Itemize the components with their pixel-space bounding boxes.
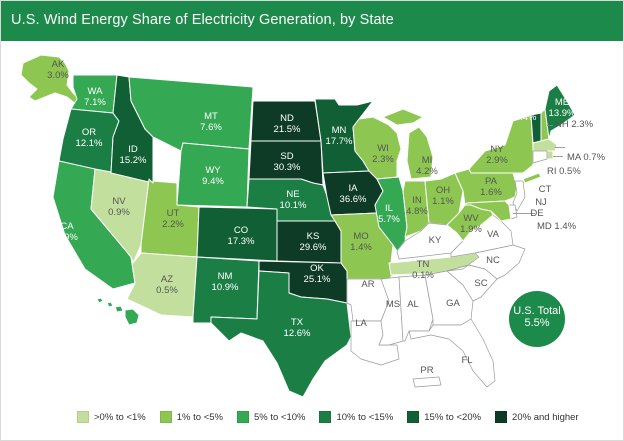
state-WY[interactable]	[176, 142, 250, 208]
legend: >0% to <1% 1% to <5% 5% to <10% 10% to <…	[77, 410, 593, 424]
state-label-MI: MI 4.2%	[416, 155, 438, 177]
state-label-WA: WA 7.1%	[84, 86, 106, 108]
state-RI[interactable]	[546, 150, 554, 160]
legend-swatch	[319, 411, 332, 423]
legend-swatch	[77, 411, 89, 423]
state-label-AK: AK 3.0%	[47, 59, 69, 81]
state-label-MT: MT 7.6%	[200, 111, 222, 133]
us-total-value: 5.5%	[524, 317, 550, 329]
us-total-label: U.S. Total	[513, 305, 561, 317]
legend-item: 5% to <10%	[236, 411, 306, 423]
state-label-NJ: NJ	[535, 197, 547, 208]
state-label-AL: AL	[407, 299, 419, 310]
state-label-NH: NH 2.3%	[555, 119, 594, 130]
state-label-NE: NE 10.1%	[280, 189, 307, 211]
legend-label: >0% to <1%	[94, 411, 146, 423]
state-label-FL: FL	[461, 355, 472, 366]
state-MA[interactable]	[532, 138, 558, 152]
state-label-AZ: AZ 0.5%	[156, 274, 178, 296]
state-label-OH: OH 1.1%	[432, 185, 454, 207]
leader-line-MD	[513, 213, 535, 214]
state-label-ID: ID 15.2%	[120, 144, 147, 166]
header-bar: U.S. Wind Energy Share of Electricity Ge…	[1, 1, 623, 41]
state-CT[interactable]	[532, 150, 548, 164]
state-label-CO: CO 17.3%	[228, 225, 255, 247]
map-title: U.S. Wind Energy Share of Electricity Ge…	[11, 12, 394, 28]
state-label-MS: MS	[386, 299, 400, 310]
state-label-NM: NM 10.9%	[212, 271, 239, 293]
state-FL[interactable]	[408, 318, 496, 388]
state-label-UT: UT 2.2%	[162, 208, 184, 230]
state-UT[interactable]	[140, 178, 200, 258]
state-HI[interactable]	[96, 297, 140, 326]
state-label-OK: OK 25.1%	[304, 263, 331, 285]
legend-item: 20% and higher	[495, 411, 579, 423]
state-label-IA: IA 36.6%	[340, 183, 367, 205]
state-label-KY: KY	[429, 235, 442, 246]
leader-line-MA	[555, 147, 565, 148]
legend-swatch	[159, 411, 172, 423]
state-NJ[interactable]	[512, 180, 526, 212]
legend-item: 1% to <5%	[159, 411, 223, 423]
state-label-DE: DE	[530, 208, 543, 219]
state-label-CT: CT	[539, 184, 552, 195]
state-label-NY: NY 2.9%	[486, 144, 508, 166]
state-label-IL: IL 5.7%	[378, 203, 400, 225]
state-label-ND: ND 21.5%	[274, 113, 301, 135]
state-label-CA: CA 6.9%	[56, 221, 78, 243]
state-label-IN: IN 4.8%	[406, 195, 428, 217]
legend-label: 15% to <20%	[424, 411, 482, 423]
state-label-OR: OR 12.1%	[76, 127, 103, 149]
state-label-ME: ME 13.9%	[549, 97, 576, 119]
state-label-MA: MA 0.7%	[567, 152, 606, 163]
state-label-VA: VA	[487, 229, 500, 240]
territory-PR[interactable]	[412, 376, 442, 388]
state-label-HI: HI 6.7%	[96, 311, 118, 333]
us-total-badge: U.S. Total 5.5%	[509, 291, 565, 347]
legend-label: 20% and higher	[512, 411, 579, 423]
legend-swatch	[495, 411, 508, 423]
legend-label: 1% to <5%	[176, 411, 223, 423]
state-MD[interactable]	[464, 200, 512, 222]
state-MI[interactable]	[382, 108, 434, 180]
leader-line-RI	[553, 156, 563, 157]
state-label-GA: GA	[446, 298, 460, 309]
legend-swatch	[407, 411, 420, 423]
leader-line-NH	[547, 125, 553, 126]
state-label-PA: PA 1.6%	[480, 176, 502, 198]
state-label-WV: WV 1.9%	[460, 213, 482, 235]
state-NY[interactable]	[468, 114, 542, 184]
state-label-KS: KS 29.6%	[300, 231, 327, 253]
legend-label: 10% to <15%	[336, 411, 394, 423]
state-label-WI: WI 2.3%	[372, 143, 394, 165]
state-label-LA: LA	[355, 318, 367, 329]
state-label-RI: RI 0.5%	[547, 166, 581, 177]
state-label-MD: MD 1.4%	[537, 221, 577, 232]
state-label-NV: NV 0.9%	[108, 196, 130, 218]
state-label-SC: SC	[474, 278, 487, 289]
state-TX[interactable]	[210, 270, 352, 398]
state-label-AR: AR	[361, 279, 374, 290]
state-label-PR: PR	[420, 365, 433, 376]
state-label-MO: MO 1.4%	[350, 231, 372, 253]
legend-swatch	[236, 411, 249, 423]
legend-item: 10% to <15%	[319, 411, 393, 423]
state-label-VT: VT 15.4%	[510, 101, 537, 123]
legend-label: 5% to <10%	[253, 411, 306, 423]
state-label-MN: MN 17.7%	[326, 125, 353, 147]
legend-item: 15% to <20%	[407, 411, 481, 423]
state-label-TN: TN 0.1%	[412, 259, 434, 281]
state-label-SD: SD 30.3%	[274, 151, 301, 173]
state-label-WY: WY 9.4%	[202, 165, 224, 187]
legend-item: >0% to <1%	[77, 411, 146, 423]
state-label-NC: NC	[486, 255, 500, 266]
state-NC[interactable]	[446, 244, 526, 280]
state-label-TX: TX 12.6%	[284, 317, 311, 339]
us-choropleth-map: AK 3.0% HI 6.7% WA 7.1% OR 12.1% CA 6.9% NV 0.9% ID 1…	[20, 54, 606, 398]
